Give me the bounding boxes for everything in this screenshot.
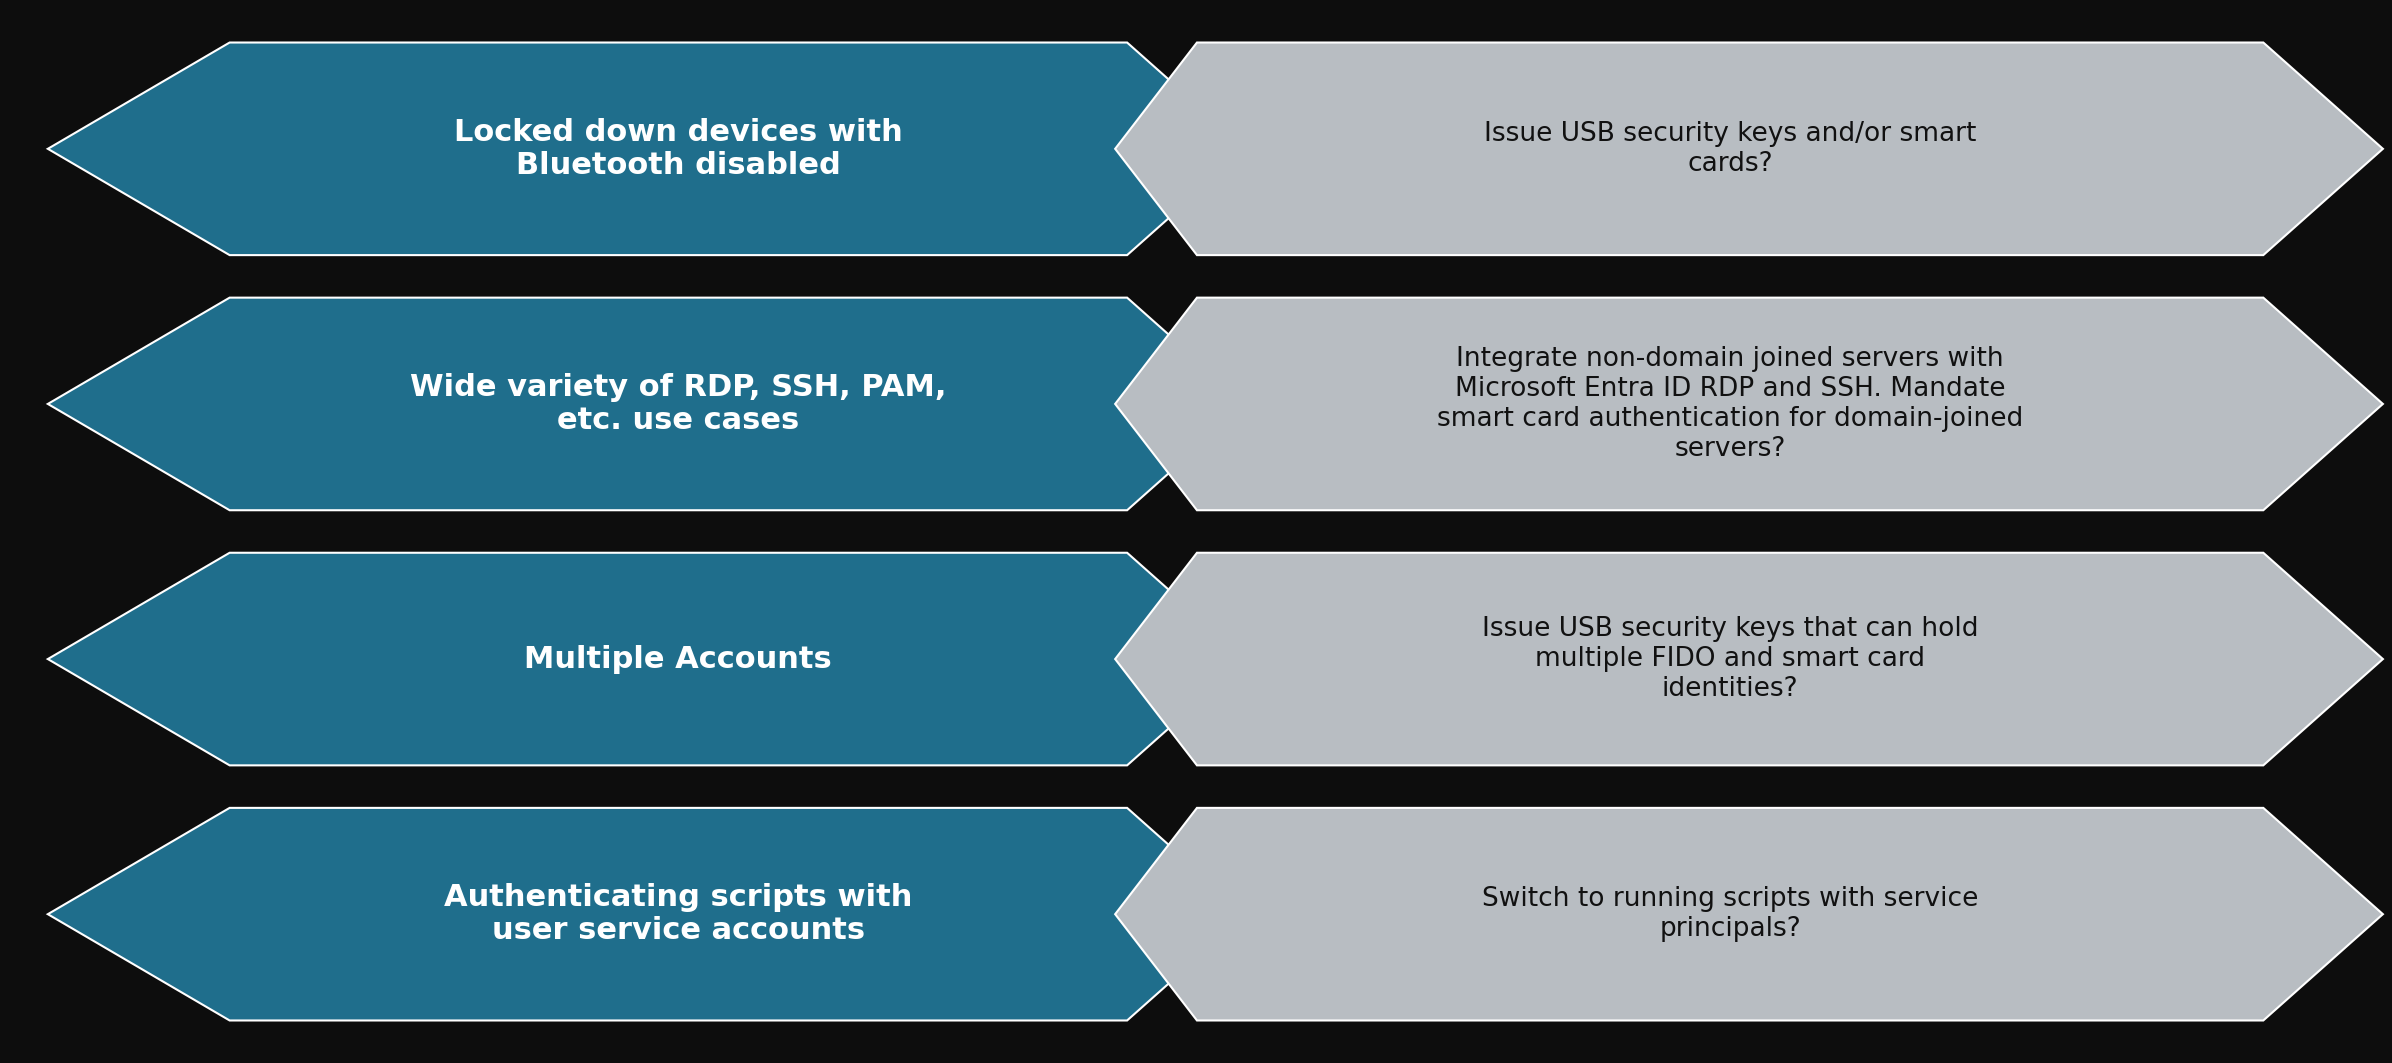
Polygon shape (48, 43, 1246, 255)
Text: Switch to running scripts with service
principals?: Switch to running scripts with service p… (1483, 887, 1978, 942)
Polygon shape (1115, 808, 2382, 1020)
Polygon shape (48, 808, 1246, 1020)
Polygon shape (48, 553, 1246, 765)
Polygon shape (1115, 43, 2382, 255)
Text: Issue USB security keys that can hold
multiple FIDO and smart card
identities?: Issue USB security keys that can hold mu… (1483, 617, 1978, 702)
Polygon shape (48, 298, 1246, 510)
Polygon shape (1115, 553, 2382, 765)
Text: Authenticating scripts with
user service accounts: Authenticating scripts with user service… (445, 883, 914, 945)
Text: Multiple Accounts: Multiple Accounts (524, 644, 832, 674)
Text: Wide variety of RDP, SSH, PAM,
etc. use cases: Wide variety of RDP, SSH, PAM, etc. use … (409, 373, 947, 435)
Polygon shape (1115, 298, 2382, 510)
Text: Locked down devices with
Bluetooth disabled: Locked down devices with Bluetooth disab… (454, 118, 902, 180)
Text: Issue USB security keys and/or smart
cards?: Issue USB security keys and/or smart car… (1483, 121, 1976, 176)
Text: Integrate non-domain joined servers with
Microsoft Entra ID RDP and SSH. Mandate: Integrate non-domain joined servers with… (1438, 345, 2024, 462)
